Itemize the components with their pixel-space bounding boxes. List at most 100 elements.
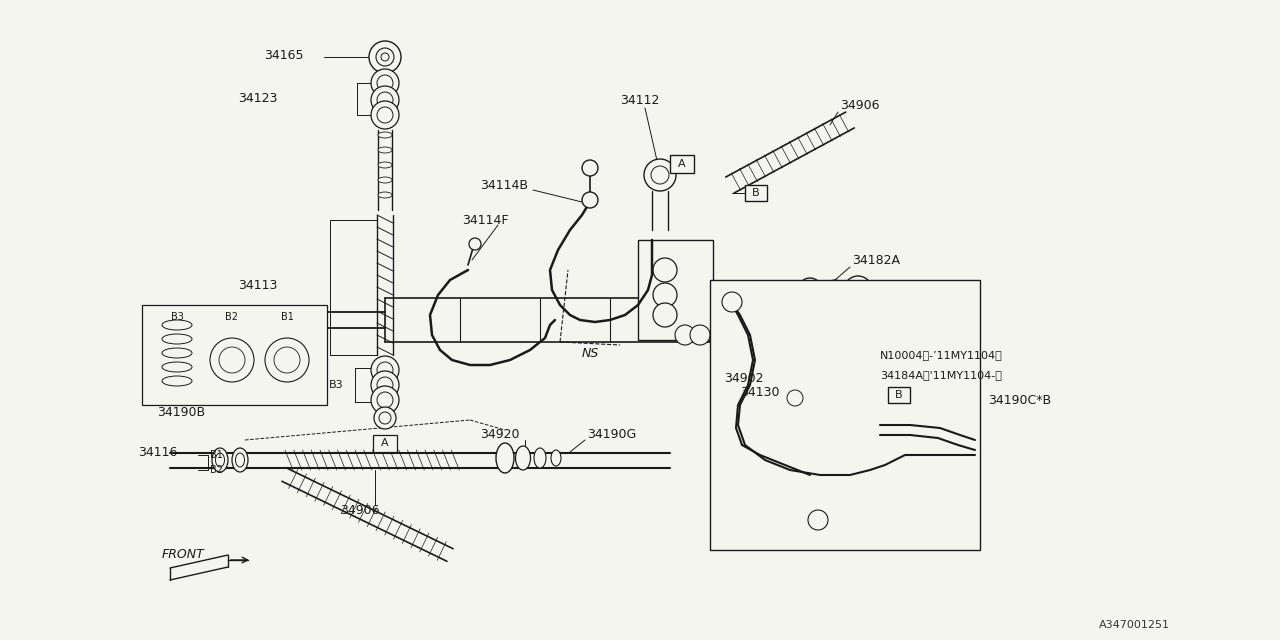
Circle shape (371, 101, 399, 129)
Text: 34116: 34116 (138, 445, 178, 458)
Circle shape (210, 338, 253, 382)
Text: 34112: 34112 (620, 93, 659, 106)
Ellipse shape (550, 450, 561, 466)
Circle shape (369, 41, 401, 73)
Text: B3: B3 (170, 312, 183, 322)
Circle shape (376, 48, 394, 66)
Text: 34190B: 34190B (157, 406, 205, 419)
Ellipse shape (236, 453, 244, 467)
Ellipse shape (378, 162, 392, 168)
Circle shape (652, 166, 669, 184)
Bar (637, 240, 713, 340)
Circle shape (371, 371, 399, 399)
Circle shape (378, 75, 393, 91)
Text: 34165: 34165 (264, 49, 303, 61)
Circle shape (582, 192, 598, 208)
Text: 34920: 34920 (480, 429, 520, 442)
Text: B3: B3 (329, 380, 343, 390)
Ellipse shape (232, 448, 248, 472)
Text: B2: B2 (210, 465, 223, 475)
Text: NS: NS (582, 346, 599, 360)
Circle shape (653, 258, 677, 282)
Text: 34114F: 34114F (462, 214, 508, 227)
Circle shape (804, 337, 820, 353)
Ellipse shape (243, 307, 257, 333)
Text: 34190C*B: 34190C*B (988, 394, 1051, 406)
Ellipse shape (378, 132, 392, 138)
Circle shape (724, 339, 736, 351)
Ellipse shape (163, 348, 192, 358)
Circle shape (719, 334, 741, 356)
Circle shape (371, 86, 399, 114)
Ellipse shape (268, 307, 282, 333)
Circle shape (797, 331, 826, 359)
Circle shape (690, 325, 710, 345)
Circle shape (374, 407, 396, 429)
Circle shape (381, 53, 389, 61)
Circle shape (274, 347, 300, 373)
Ellipse shape (215, 453, 224, 467)
Circle shape (797, 278, 822, 302)
Circle shape (675, 325, 695, 345)
Circle shape (644, 159, 676, 191)
Text: A: A (381, 438, 389, 448)
Ellipse shape (212, 448, 228, 472)
Circle shape (653, 283, 677, 307)
Text: B1: B1 (210, 450, 223, 460)
Text: 34113: 34113 (238, 278, 278, 291)
Ellipse shape (271, 312, 279, 328)
Text: B: B (895, 390, 902, 400)
Text: 34906: 34906 (340, 504, 379, 516)
Ellipse shape (497, 443, 515, 473)
Circle shape (808, 510, 828, 530)
Text: 34184A（'11MY1104-）: 34184A（'11MY1104-） (881, 370, 1002, 380)
Ellipse shape (378, 177, 392, 183)
Bar (710, 280, 980, 550)
Circle shape (468, 238, 481, 250)
Ellipse shape (534, 448, 547, 468)
Text: 34190G: 34190G (588, 429, 636, 442)
Text: 34182A: 34182A (852, 253, 900, 266)
Circle shape (791, 336, 809, 354)
Circle shape (826, 280, 845, 300)
Circle shape (371, 69, 399, 97)
Circle shape (378, 107, 393, 123)
Bar (142, 305, 326, 405)
Text: A347001251: A347001251 (1100, 620, 1170, 630)
Circle shape (378, 362, 393, 378)
Bar (669, 155, 694, 173)
Circle shape (722, 292, 742, 312)
Circle shape (850, 282, 867, 298)
Ellipse shape (378, 192, 392, 198)
Circle shape (219, 347, 244, 373)
Circle shape (803, 283, 817, 297)
Circle shape (378, 92, 393, 108)
Ellipse shape (163, 320, 192, 330)
Text: B1: B1 (280, 312, 293, 322)
Text: B: B (753, 188, 760, 198)
Text: FRONT: FRONT (163, 548, 205, 561)
Bar (745, 185, 767, 201)
Text: 34130: 34130 (740, 387, 780, 399)
Ellipse shape (163, 376, 192, 386)
Text: B2: B2 (225, 312, 238, 322)
Circle shape (378, 392, 393, 408)
Ellipse shape (163, 334, 192, 344)
Circle shape (371, 356, 399, 384)
Circle shape (265, 338, 308, 382)
Text: 34902: 34902 (724, 371, 763, 385)
Circle shape (379, 412, 390, 424)
Circle shape (582, 160, 598, 176)
Circle shape (371, 386, 399, 414)
Circle shape (787, 390, 803, 406)
Text: N10004（-’11MY1104）: N10004（-’11MY1104） (881, 350, 1002, 360)
Circle shape (653, 303, 677, 327)
Ellipse shape (378, 147, 392, 153)
Circle shape (829, 285, 840, 295)
Bar (888, 387, 910, 403)
Text: 34906: 34906 (840, 99, 879, 111)
Ellipse shape (516, 446, 530, 470)
Text: 34123: 34123 (238, 92, 278, 104)
Bar (372, 435, 397, 452)
Circle shape (844, 276, 872, 304)
